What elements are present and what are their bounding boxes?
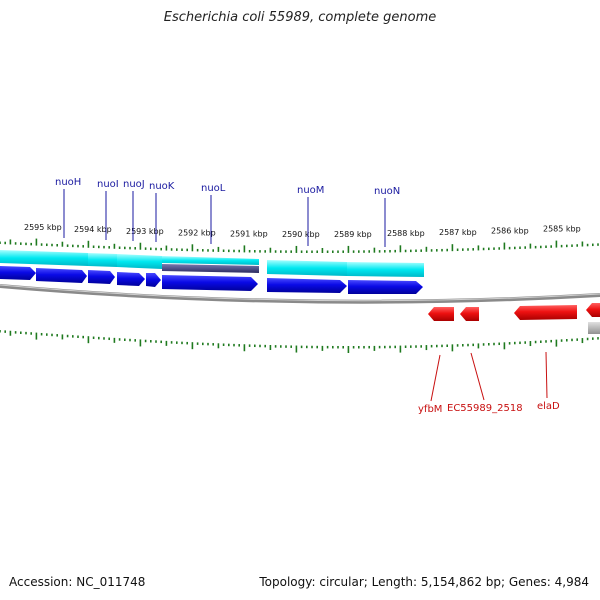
gene-arrow[interactable] xyxy=(586,303,600,317)
genome-summary: Topology: circular; Length: 5,154,862 bp… xyxy=(259,575,589,589)
tick-track-inner xyxy=(0,330,599,353)
gene-arrow[interactable] xyxy=(0,266,36,280)
gene-arrow[interactable] xyxy=(348,280,423,294)
cds-band-segment[interactable] xyxy=(0,250,88,266)
genome-backbone-highlight xyxy=(0,284,600,302)
gene-leader-line xyxy=(430,354,441,402)
cds-band-track xyxy=(0,250,424,277)
gene-label[interactable]: elaD xyxy=(537,401,560,412)
kbp-label: 2593 kbp xyxy=(126,227,164,236)
gene-label[interactable]: nuoN xyxy=(374,186,400,197)
cds-band-dark-segment[interactable] xyxy=(162,264,259,273)
cds-band-segment[interactable] xyxy=(162,256,259,265)
kbp-label: 2586 kbp xyxy=(491,226,529,235)
reverse-band-segment[interactable] xyxy=(588,322,600,334)
gene-arrow[interactable] xyxy=(460,307,479,321)
gene-arrow[interactable] xyxy=(428,307,454,321)
gene-arrow[interactable] xyxy=(514,305,577,320)
kbp-label: 2594 kbp xyxy=(74,225,112,234)
gene-arrow[interactable] xyxy=(267,278,347,293)
gene-label[interactable]: nuoH xyxy=(55,177,81,188)
forward-gene-labels: nuoH nuoI nuoJ nuoK nuoL nuoM nuoN xyxy=(55,177,400,247)
forward-gene-track xyxy=(0,266,423,294)
gene-arrow[interactable] xyxy=(162,275,258,291)
kbp-label-group: 2595 kbp 2594 kbp 2593 kbp 2592 kbp 2591 kbp… xyxy=(24,223,581,239)
gene-label[interactable]: nuoI xyxy=(97,179,119,190)
gene-arrow[interactable] xyxy=(36,268,87,283)
genome-backbone xyxy=(0,284,600,304)
gene-label[interactable]: nuoJ xyxy=(123,179,145,190)
reverse-gene-labels: yfbM EC55989_2518 elaD xyxy=(418,351,560,415)
tick-track-outer xyxy=(0,238,599,253)
accession-label: Accession: NC_011748 xyxy=(9,575,146,589)
gene-arrow[interactable] xyxy=(117,272,145,286)
reverse-gene-track xyxy=(428,303,600,334)
gene-arrow[interactable] xyxy=(88,270,115,284)
cds-band-segment[interactable] xyxy=(88,253,117,267)
gene-label[interactable]: nuoL xyxy=(201,183,226,194)
kbp-label: 2585 kbp xyxy=(543,224,581,233)
kbp-label: 2592 kbp xyxy=(178,228,216,237)
gene-label[interactable]: EC55989_2518 xyxy=(447,403,523,414)
kbp-label: 2589 kbp xyxy=(334,230,372,239)
gene-label[interactable]: yfbM xyxy=(418,404,442,415)
gene-arrow[interactable] xyxy=(146,273,161,287)
gene-leader-line xyxy=(470,352,485,401)
cds-band-segment[interactable] xyxy=(347,262,424,277)
kbp-label: 2595 kbp xyxy=(24,223,62,232)
gene-leader-line xyxy=(545,351,548,399)
gene-label[interactable]: nuoK xyxy=(149,181,175,192)
cds-band-segment[interactable] xyxy=(267,260,347,276)
kbp-label: 2591 kbp xyxy=(230,229,268,238)
kbp-label: 2587 kbp xyxy=(439,228,477,237)
map-title: Escherichia coli 55989, complete genome xyxy=(163,10,437,25)
kbp-label: 2590 kbp xyxy=(282,230,320,239)
kbp-label: 2588 kbp xyxy=(387,229,425,238)
gene-label[interactable]: nuoM xyxy=(297,185,324,196)
cds-band-segment[interactable] xyxy=(117,254,162,269)
